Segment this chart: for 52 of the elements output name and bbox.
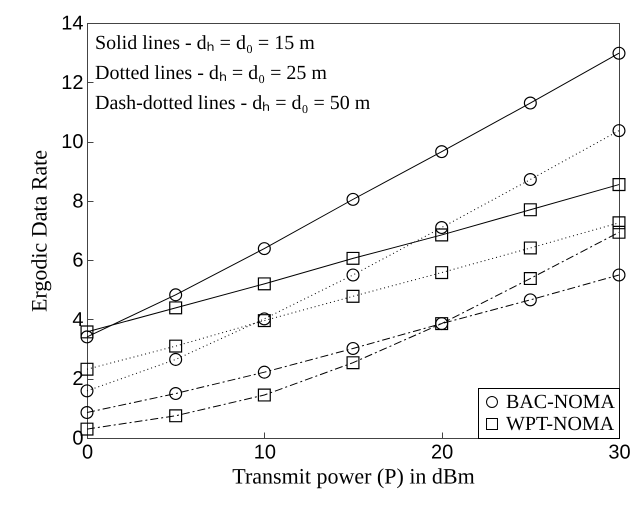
x-tick-label: 20 <box>431 442 454 464</box>
point <box>612 216 626 230</box>
point <box>169 387 182 400</box>
point <box>435 228 448 242</box>
y-tick-label: 14 <box>61 12 84 34</box>
point <box>524 96 537 110</box>
point <box>346 252 360 265</box>
x-axis-title: Transmit power (P) in dBm <box>232 464 475 488</box>
point <box>346 192 360 206</box>
point <box>346 268 360 282</box>
y-tick-label: 8 <box>72 190 84 212</box>
point <box>435 145 448 158</box>
x-tick-label: 30 <box>608 442 631 464</box>
legend-label: BAC-NOMA <box>506 391 616 413</box>
point <box>258 242 271 256</box>
point <box>169 340 182 353</box>
legend-label: WPT-NOMA <box>506 413 615 435</box>
annotation: Dotted lines - dₕ = d₀ = 25 m <box>95 62 328 84</box>
point <box>80 384 94 398</box>
y-axis-title: Ergodic Data Rate <box>26 150 52 312</box>
annotation: Solid lines - dₕ = d₀ = 15 m <box>95 32 316 54</box>
point <box>524 173 537 186</box>
y-tick-label: 6 <box>72 250 84 272</box>
point <box>435 221 448 234</box>
point <box>346 342 360 355</box>
point <box>524 293 537 306</box>
point <box>169 352 182 366</box>
point <box>524 203 537 216</box>
point <box>169 301 182 314</box>
point <box>524 241 537 255</box>
point <box>612 226 626 239</box>
point <box>80 325 94 338</box>
point <box>346 356 360 370</box>
point <box>346 290 360 303</box>
point <box>258 366 271 379</box>
y-tick-label: 12 <box>61 72 84 94</box>
point <box>435 266 448 280</box>
point <box>169 409 182 422</box>
point <box>80 330 94 344</box>
point <box>80 406 94 420</box>
y-tick-label: 4 <box>72 308 84 331</box>
point <box>612 46 626 60</box>
point <box>612 178 626 192</box>
annotation: Dash-dotted lines - dₕ = d₀ = 50 m <box>95 92 371 114</box>
y-tick-label: 10 <box>61 131 84 154</box>
point <box>524 272 537 286</box>
x-tick-label: 10 <box>254 442 276 464</box>
point <box>258 388 271 402</box>
point <box>612 124 626 138</box>
point <box>612 268 626 282</box>
point <box>258 277 271 290</box>
point <box>169 288 182 302</box>
